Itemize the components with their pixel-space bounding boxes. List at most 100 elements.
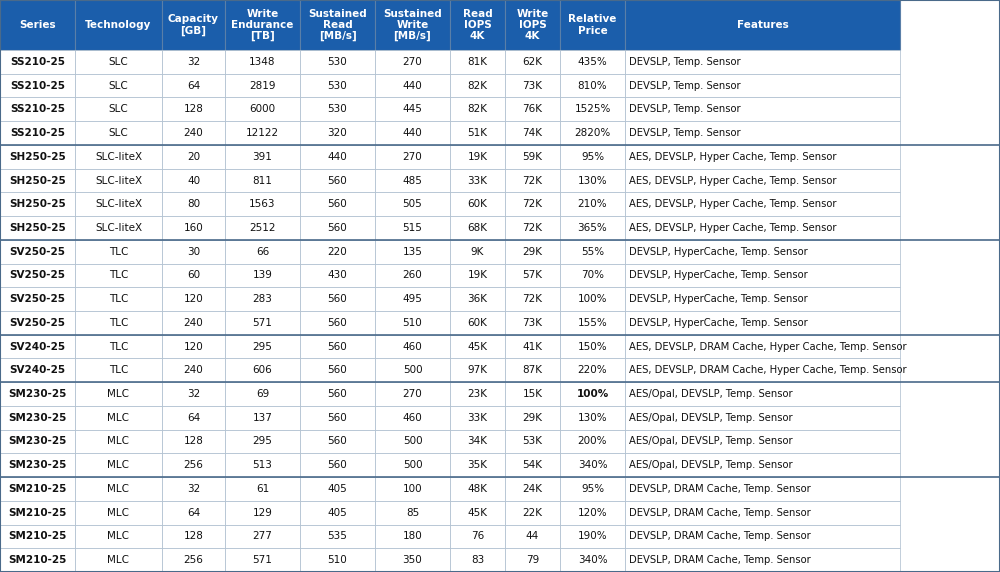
Text: SLC-liteX: SLC-liteX [95,176,142,185]
Bar [450,0,505,50]
Bar [225,549,300,572]
Bar [625,74,900,97]
Text: 74K: 74K [522,128,542,138]
Bar [450,145,505,169]
Bar [300,169,375,192]
Bar [450,406,505,430]
Bar [505,264,560,287]
Text: 2819: 2819 [249,81,276,90]
Bar [560,406,625,430]
Text: 560: 560 [328,294,347,304]
Text: 560: 560 [328,389,347,399]
Text: 240: 240 [184,318,203,328]
Text: 100: 100 [403,484,422,494]
Bar [560,335,625,359]
Text: 129: 129 [253,508,272,518]
Text: DEVSLP, Temp. Sensor: DEVSLP, Temp. Sensor [629,81,741,90]
Text: TLC: TLC [109,247,128,257]
Text: 9K: 9K [471,247,484,257]
Text: 606: 606 [253,366,272,375]
Bar [0,430,75,454]
Text: 120: 120 [184,294,203,304]
Text: Write
IOPS
4K: Write IOPS 4K [516,9,549,41]
Text: SS210-25: SS210-25 [10,57,65,67]
Text: SLC: SLC [109,57,128,67]
Bar [450,121,505,145]
Bar [225,335,300,359]
Bar [560,50,625,74]
Bar [0,406,75,430]
Bar [75,287,162,311]
Bar [625,501,900,525]
Text: 29K: 29K [522,413,542,423]
Text: 460: 460 [403,341,422,352]
Bar [162,382,225,406]
Bar [162,477,225,501]
Bar [560,477,625,501]
Text: 61: 61 [256,484,269,494]
Text: 365%: 365% [578,223,607,233]
Text: 180: 180 [403,531,422,542]
Text: 560: 560 [328,436,347,447]
Bar [0,549,75,572]
Text: AES/Opal, DEVSLP, Temp. Sensor: AES/Opal, DEVSLP, Temp. Sensor [629,389,793,399]
Bar [225,0,300,50]
Text: SV240-25: SV240-25 [9,366,66,375]
Bar [505,121,560,145]
Text: AES/Opal, DEVSLP, Temp. Sensor: AES/Opal, DEVSLP, Temp. Sensor [629,436,793,447]
Text: 150%: 150% [578,341,607,352]
Text: 811: 811 [253,176,272,185]
Text: MLC: MLC [108,508,130,518]
Text: 30: 30 [187,247,200,257]
Bar [625,192,900,216]
Text: AES, DEVSLP, Hyper Cache, Temp. Sensor: AES, DEVSLP, Hyper Cache, Temp. Sensor [629,152,836,162]
Bar [300,549,375,572]
Bar [375,74,450,97]
Text: 33K: 33K [468,176,488,185]
Text: DEVSLP, DRAM Cache, Temp. Sensor: DEVSLP, DRAM Cache, Temp. Sensor [629,555,811,565]
Text: 66: 66 [256,247,269,257]
Bar [450,549,505,572]
Bar [375,192,450,216]
Bar [505,216,560,240]
Bar [560,311,625,335]
Text: 435%: 435% [578,57,607,67]
Text: 97K: 97K [468,366,488,375]
Bar [162,549,225,572]
Bar [162,192,225,216]
Text: SM230-25: SM230-25 [8,460,67,470]
Text: 137: 137 [253,413,272,423]
Text: 460: 460 [403,413,422,423]
Text: 445: 445 [403,104,422,114]
Text: 240: 240 [184,128,203,138]
Bar [375,454,450,477]
Bar [225,264,300,287]
Bar [225,240,300,264]
Text: 55%: 55% [581,247,604,257]
Bar [225,216,300,240]
Text: MLC: MLC [108,436,130,447]
Bar [450,264,505,287]
Bar [560,264,625,287]
Bar [505,430,560,454]
Text: SLC: SLC [109,81,128,90]
Text: AES, DEVSLP, Hyper Cache, Temp. Sensor: AES, DEVSLP, Hyper Cache, Temp. Sensor [629,223,836,233]
Bar [300,477,375,501]
Bar [75,454,162,477]
Bar [162,50,225,74]
Bar [300,50,375,74]
Text: 57K: 57K [522,271,542,280]
Text: 1525%: 1525% [574,104,611,114]
Bar [560,74,625,97]
Bar [505,454,560,477]
Bar [560,430,625,454]
Bar [560,525,625,549]
Text: 210%: 210% [578,199,607,209]
Bar [0,0,75,50]
Bar [162,287,225,311]
Text: 510: 510 [328,555,347,565]
Bar [300,359,375,382]
Bar [505,382,560,406]
Bar [0,287,75,311]
Bar [505,169,560,192]
